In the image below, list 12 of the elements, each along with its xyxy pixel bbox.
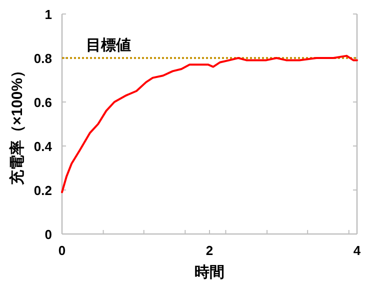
x-tick-label: 4 bbox=[353, 243, 362, 258]
y-tick-label: 1 bbox=[44, 7, 52, 22]
ref-line-label: 目標値 bbox=[86, 37, 131, 54]
x-tick-label: 2 bbox=[206, 243, 214, 258]
y-tick-label: 0.8 bbox=[34, 51, 52, 66]
y-axis-title: 充電率（×100%） bbox=[8, 62, 26, 186]
x-axis-title: 時間 bbox=[194, 264, 224, 281]
y-tick-label: 0.6 bbox=[34, 95, 52, 110]
x-tick-label: 0 bbox=[58, 243, 66, 258]
y-tick-label: 0.2 bbox=[34, 183, 52, 198]
y-tick-label: 0.4 bbox=[34, 139, 53, 154]
y-tick-label: 0 bbox=[44, 227, 52, 242]
